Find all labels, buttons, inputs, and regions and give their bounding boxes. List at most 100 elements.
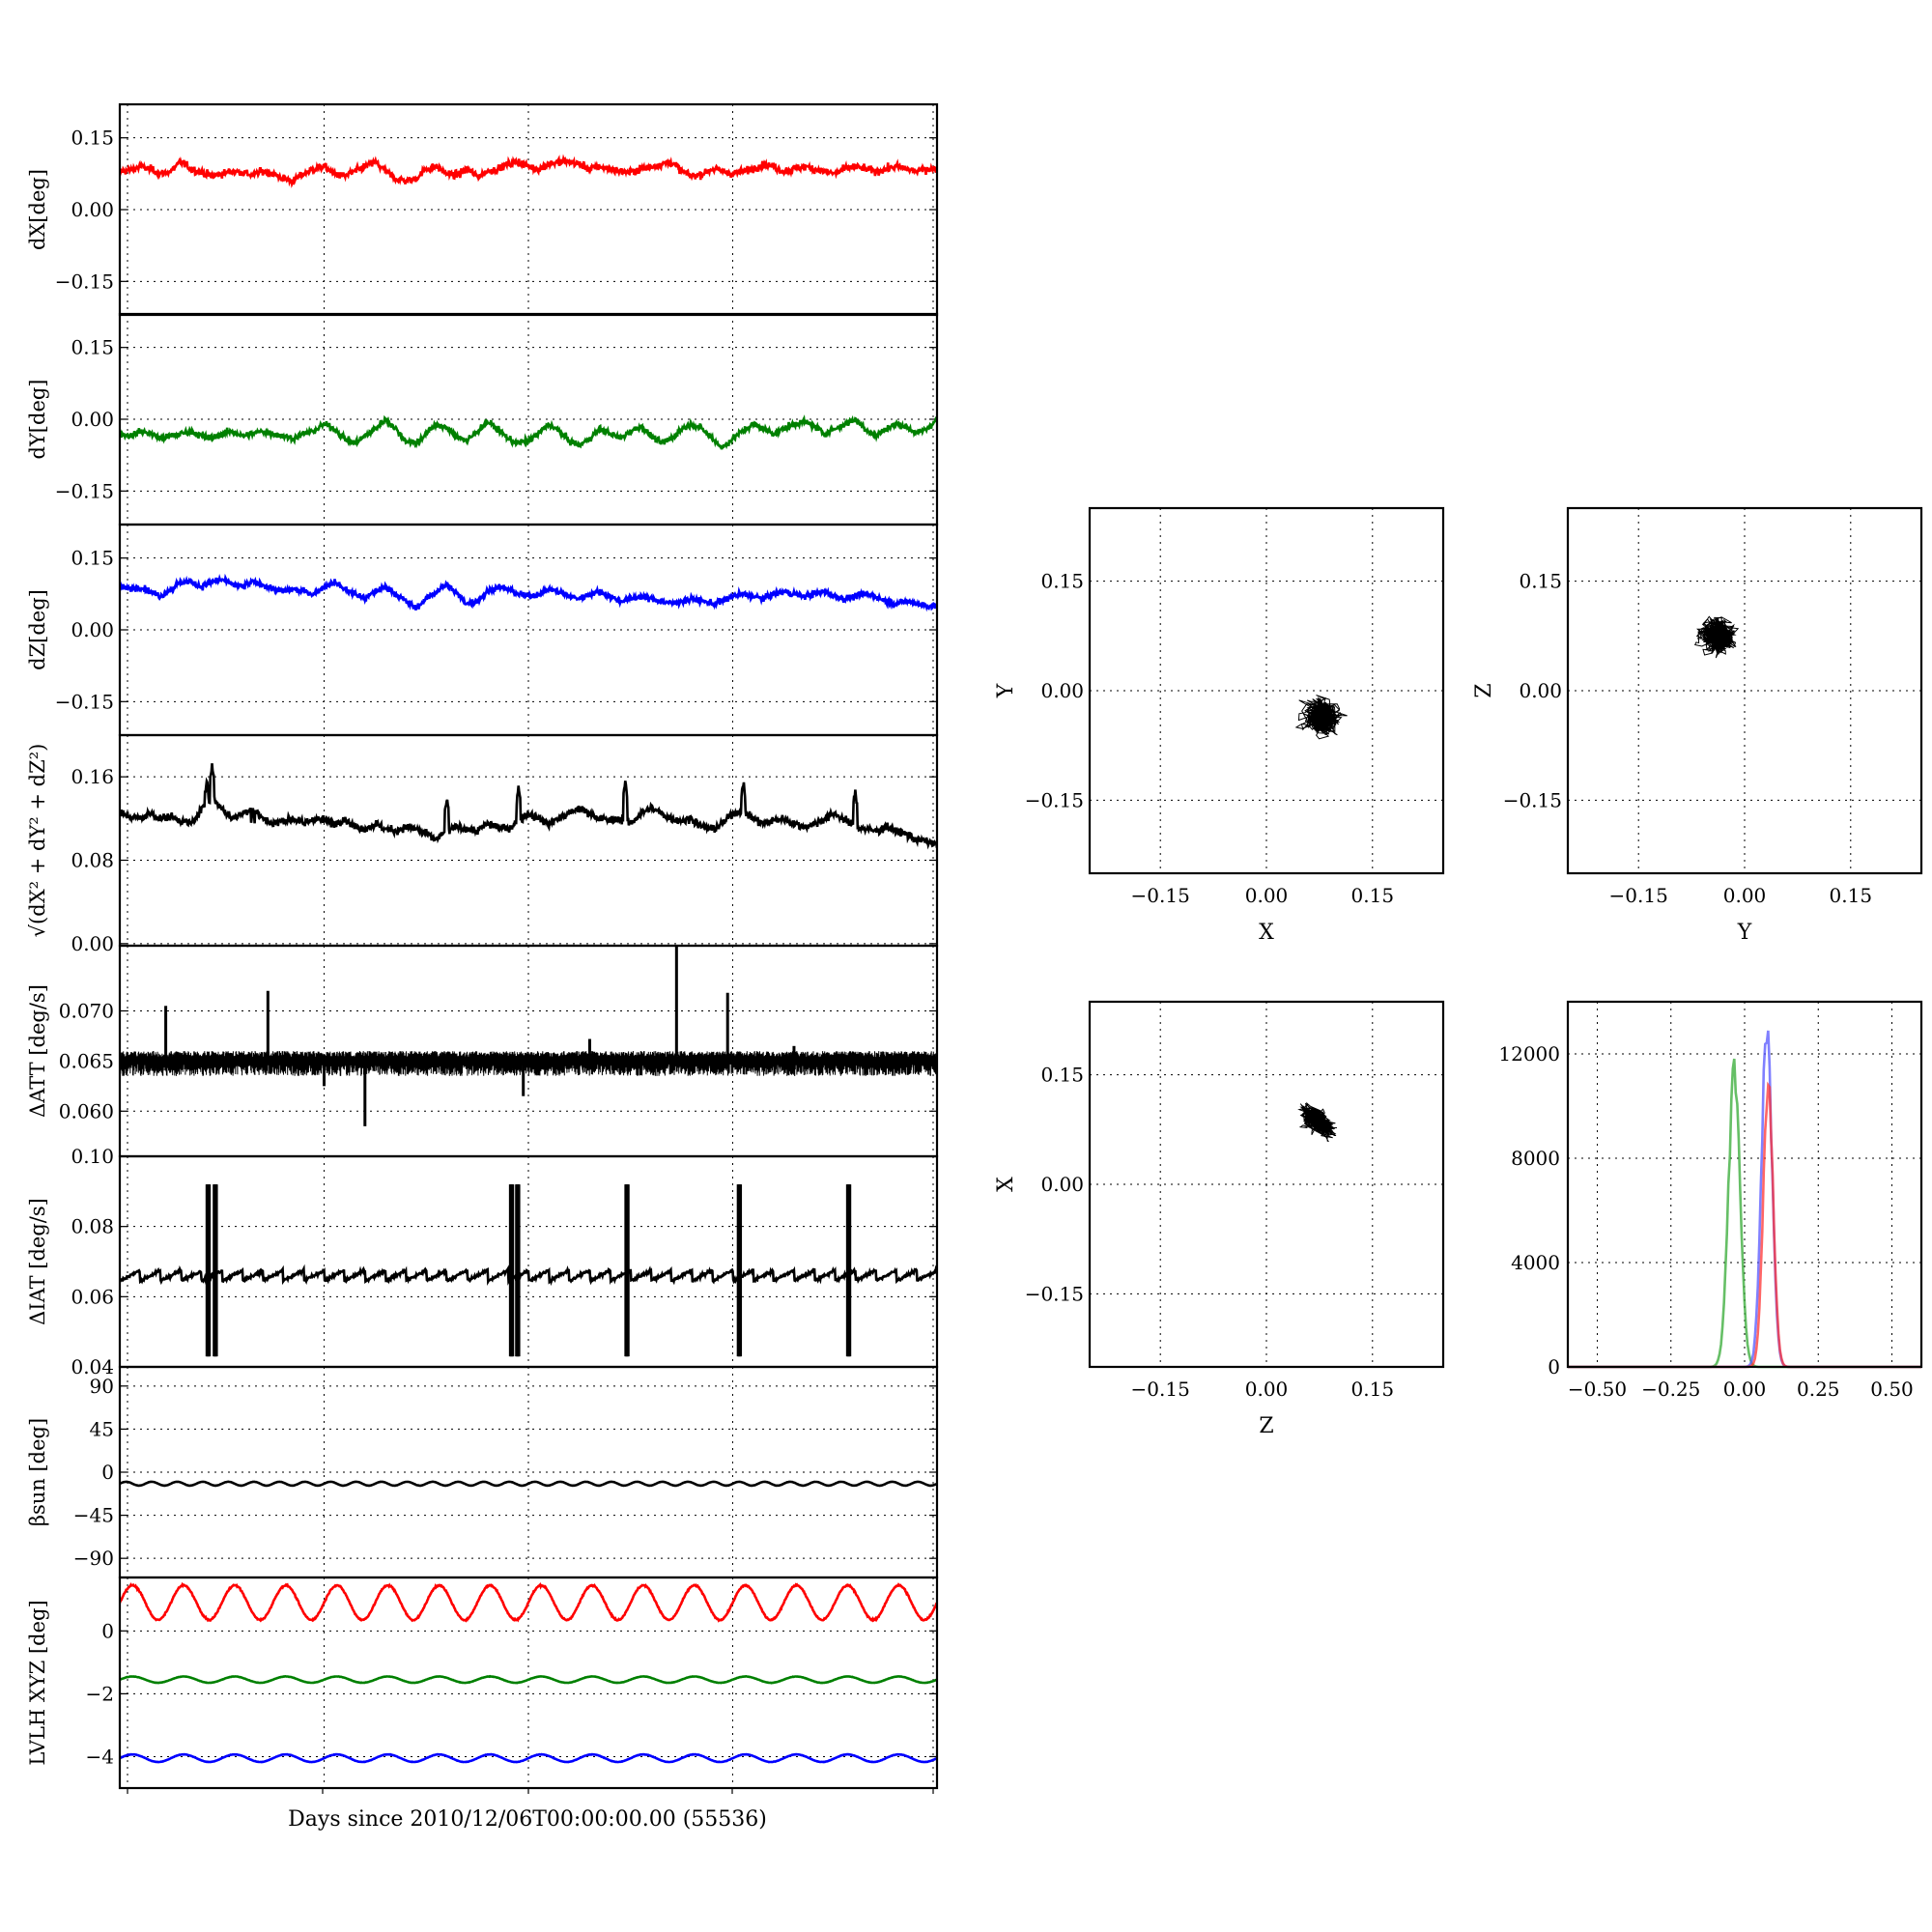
- y-axis-label: X: [994, 1177, 1018, 1192]
- y-tick-label: 4000: [1511, 1251, 1560, 1274]
- x-tick-label: 0.15: [1351, 884, 1395, 907]
- y-tick-label: −0.15: [55, 270, 114, 293]
- x-tick-label: −0.15: [1609, 884, 1668, 907]
- y-tick-label: 0: [101, 1461, 114, 1484]
- axes-frame: [118, 1154, 939, 1369]
- x-tick-label: −0.15: [1131, 1378, 1190, 1401]
- panel-dx: −0.15 0.00 0.15 dX[deg]: [26, 102, 939, 317]
- y-tick-label: 0.065: [59, 1049, 114, 1072]
- y-axis-label: dX[deg]: [26, 169, 49, 250]
- y-tick-label: 0.070: [59, 999, 114, 1022]
- y-tick-label: 8000: [1511, 1147, 1560, 1170]
- y-axis-label: ΔIAT [deg/s]: [26, 1198, 49, 1325]
- panel-dr: 0.00 0.08 0.16 √(dX² + dY² + dZ²): [26, 733, 939, 955]
- axes-frame: [118, 944, 939, 1158]
- y-tick-label: 0.00: [71, 198, 114, 221]
- y-axis-label: LVLH XYZ [deg]: [26, 1600, 49, 1765]
- series-line: [120, 763, 937, 850]
- y-tick-label: 0: [101, 1619, 114, 1642]
- x-tick-label: 0.00: [1723, 1378, 1767, 1401]
- y-axis-label: Y: [994, 683, 1018, 698]
- axes-frame: [1566, 1000, 1923, 1369]
- y-tick-label: 0.00: [1040, 679, 1084, 702]
- x-axis-label: Z: [1259, 1414, 1273, 1438]
- series-line: [120, 1050, 937, 1077]
- series-line: [120, 573, 937, 612]
- y-axis-label: Z: [1472, 683, 1496, 697]
- series-line: [120, 1264, 937, 1287]
- y-tick-label: 0.04: [71, 1355, 114, 1378]
- x-tick-label: 0.00: [1245, 1378, 1289, 1401]
- axes-frame: [1566, 506, 1923, 875]
- panel-dy: −0.15 0.00 0.15 dY[deg]: [26, 312, 939, 526]
- x-tick-label: −0.25: [1641, 1378, 1700, 1401]
- y-axis-label: βsun [deg]: [26, 1418, 49, 1526]
- y-tick-label: 0.16: [71, 765, 114, 788]
- panel-xy: −0.15 −0.15 0.00 0.00 0.15 0.15 X Y: [994, 506, 1445, 945]
- y-tick-label: −4: [86, 1745, 114, 1768]
- x-tick-label: −0.50: [1568, 1378, 1627, 1401]
- y-tick-label: 0.10: [71, 1145, 114, 1168]
- y-tick-label: −0.15: [55, 479, 114, 502]
- y-tick-label: −0.15: [1025, 1282, 1084, 1305]
- y-axis-label: ΔATT [deg/s]: [26, 984, 49, 1118]
- y-tick-label: 0.15: [1519, 570, 1562, 593]
- y-tick-label: 0.00: [71, 618, 114, 641]
- panel-diat: 0.04 0.06 0.08 0.10 ΔIAT [deg/s]: [26, 1145, 939, 1378]
- y-tick-label: −0.15: [55, 690, 114, 713]
- series-line: [120, 414, 937, 450]
- y-tick-label: 0.15: [71, 547, 114, 570]
- y-tick-label: −45: [73, 1504, 114, 1527]
- scatter-cloud: [1693, 615, 1740, 659]
- y-tick-label: 0: [1548, 1355, 1560, 1378]
- panel-zx: −0.15 −0.15 0.00 0.00 0.15 0.15 Z X: [994, 1000, 1445, 1438]
- x-tick-label: 0.25: [1797, 1378, 1840, 1401]
- y-tick-label: 0.060: [59, 1099, 114, 1122]
- y-tick-label: 0.15: [71, 336, 114, 359]
- series-line: [120, 1752, 937, 1764]
- axes-frame: [118, 733, 939, 948]
- y-tick-label: 0.08: [71, 849, 114, 872]
- y-tick-label: 0.00: [1040, 1173, 1084, 1196]
- y-tick-label: 90: [90, 1375, 114, 1398]
- y-tick-label: 0.00: [71, 408, 114, 431]
- y-tick-label: −90: [73, 1547, 114, 1570]
- y-axis-label: dZ[deg]: [26, 589, 49, 670]
- y-tick-label: −0.15: [1025, 788, 1084, 811]
- y-tick-label: 0.15: [1040, 570, 1084, 593]
- y-tick-label: 0.15: [71, 127, 114, 150]
- x-axis-label: Y: [1737, 921, 1752, 945]
- panel-beta: −90 −45 0 45 90 βsun [deg]: [26, 1365, 939, 1579]
- y-tick-label: 0.08: [71, 1215, 114, 1238]
- panel-datt: 0.060 0.065 0.070 ΔATT [deg/s]: [26, 944, 939, 1158]
- y-tick-label: −0.15: [1503, 788, 1562, 811]
- x-tick-label: 0.15: [1351, 1378, 1395, 1401]
- panel-lvlh: −4 −2 0 LVLH XYZ [deg]: [26, 1576, 939, 1790]
- y-tick-label: 0.00: [1519, 679, 1562, 702]
- axes-frame: [1088, 506, 1445, 875]
- y-axis-label: √(dX² + dY² + dZ²): [26, 744, 49, 938]
- x-tick-label: 0.15: [1830, 884, 1873, 907]
- scatter-cloud: [1294, 695, 1348, 740]
- scatter-cloud: [1297, 1101, 1338, 1143]
- x-tick-label: 0.50: [1870, 1378, 1914, 1401]
- panel-dz: −0.15 0.00 0.15 dZ[deg]: [26, 523, 939, 737]
- x-tick-label: −0.15: [1131, 884, 1190, 907]
- y-tick-label: 45: [90, 1417, 114, 1440]
- x-tick-label: 0.00: [1723, 884, 1767, 907]
- y-axis-label: dY[deg]: [26, 379, 49, 459]
- y-tick-label: 0.00: [71, 932, 114, 955]
- series-line: [120, 1674, 937, 1685]
- x-tick-label: 0.00: [1245, 884, 1289, 907]
- panel-hist: −0.50 −0.25 0.00 0.25 0.50 0 4000 8000 12000: [1498, 1000, 1923, 1401]
- y-tick-label: 0.15: [1040, 1064, 1084, 1087]
- panel-yz: −0.15 −0.15 0.00 0.00 0.15 0.15 Y Z: [1472, 506, 1923, 945]
- x-axis-label: Days since 2010/12/06T00:00:00.00 (55536…: [288, 1807, 767, 1832]
- x-axis-label: X: [1259, 921, 1274, 945]
- series-line: [120, 154, 937, 188]
- y-tick-label: −2: [86, 1682, 114, 1705]
- axes-frame: [1088, 1000, 1445, 1369]
- y-tick-label: 12000: [1498, 1042, 1560, 1065]
- series-line: [120, 1581, 937, 1623]
